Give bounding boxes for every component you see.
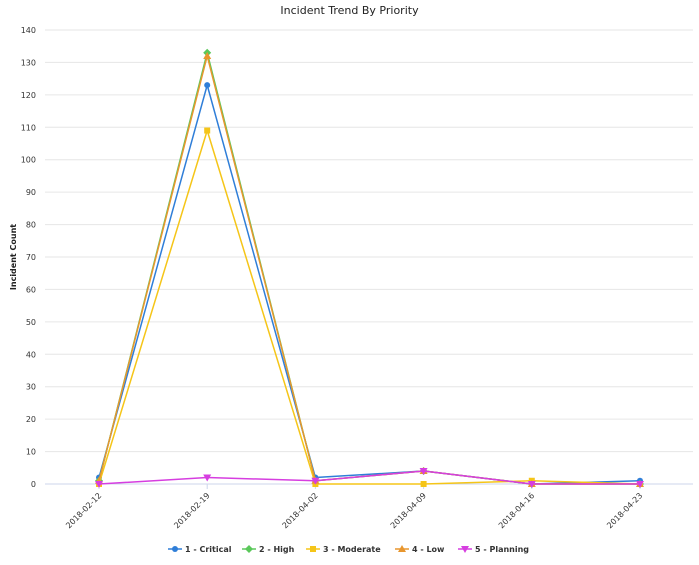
legend: 1 - Critical 2 - High 3 - Moderate 4 - Low 5…: [168, 545, 529, 554]
series-line[interactable]: [98, 129, 641, 485]
legend-label: 1 - Critical: [185, 545, 232, 554]
y-tick-label: 10: [26, 448, 36, 457]
data-point[interactable]: [636, 481, 644, 488]
y-tick-label: 60: [26, 285, 36, 294]
legend-marker[interactable]: [461, 546, 469, 553]
y-tick-label: 120: [21, 91, 36, 100]
y-tick-label: 140: [21, 26, 36, 35]
y-axis-ticks: 0 10 20 30 40 50 60 70 80 90 100 110 120 130 140: [21, 26, 36, 489]
data-point[interactable]: [420, 481, 427, 487]
legend-marker[interactable]: [172, 546, 178, 552]
legend-item[interactable]: 1 - Critical: [168, 545, 232, 554]
legend-item[interactable]: 4 - Low: [395, 545, 445, 554]
legend-label: 3 - Moderate: [323, 545, 381, 554]
gridlines: [45, 29, 693, 453]
series-line[interactable]: [98, 470, 640, 485]
series-2: [95, 48, 644, 488]
y-tick-label: 110: [21, 123, 36, 132]
legend-item[interactable]: 5 - Planning: [458, 545, 529, 554]
chart-title: Incident Trend By Priority: [280, 4, 419, 17]
y-tick-label: 30: [26, 383, 36, 392]
y-tick-label: 100: [21, 156, 36, 165]
x-axis-ticks: 2018-02-12 2018-02-19 2018-04-02 2018-04-09…: [64, 484, 644, 530]
y-axis-label: Incident Count: [9, 224, 18, 290]
y-tick-label: 90: [26, 188, 36, 197]
data-point[interactable]: [311, 477, 320, 485]
y-tick-label: 80: [26, 221, 36, 230]
series-group: [95, 48, 644, 488]
x-tick-label: 2018-04-09: [389, 491, 428, 530]
x-tick-label: 2018-02-19: [172, 491, 211, 530]
legend-marker[interactable]: [245, 545, 253, 553]
series-3: [96, 127, 643, 487]
y-tick-label: 20: [26, 415, 36, 424]
legend-marker[interactable]: [398, 545, 406, 552]
series-1: [96, 82, 643, 487]
legend-label: 2 - High: [259, 545, 295, 554]
y-tick-label: 50: [26, 318, 36, 327]
data-point[interactable]: [95, 481, 103, 488]
y-tick-label: 40: [26, 350, 36, 359]
legend-item[interactable]: 2 - High: [242, 545, 295, 554]
data-point[interactable]: [204, 82, 211, 89]
y-tick-label: 0: [31, 480, 36, 489]
series-5: [95, 468, 644, 488]
data-point[interactable]: [419, 468, 428, 476]
x-tick-label: 2018-04-16: [497, 491, 536, 530]
legend-label: 4 - Low: [412, 545, 445, 554]
legend-item[interactable]: 3 - Moderate: [306, 545, 381, 554]
y-tick-label: 130: [21, 58, 36, 67]
x-tick-label: 2018-04-02: [281, 491, 320, 530]
data-point[interactable]: [203, 51, 212, 59]
data-point[interactable]: [203, 474, 212, 482]
x-tick-label: 2018-02-12: [64, 491, 103, 530]
legend-label: 5 - Planning: [475, 545, 529, 554]
y-tick-label: 70: [26, 253, 36, 262]
legend-marker[interactable]: [310, 546, 316, 552]
series-line[interactable]: [98, 84, 641, 485]
data-point[interactable]: [527, 481, 536, 488]
data-point[interactable]: [204, 127, 211, 134]
x-tick-label: 2018-04-23: [605, 491, 644, 530]
series-4: [95, 51, 644, 487]
series-line[interactable]: [98, 55, 640, 485]
